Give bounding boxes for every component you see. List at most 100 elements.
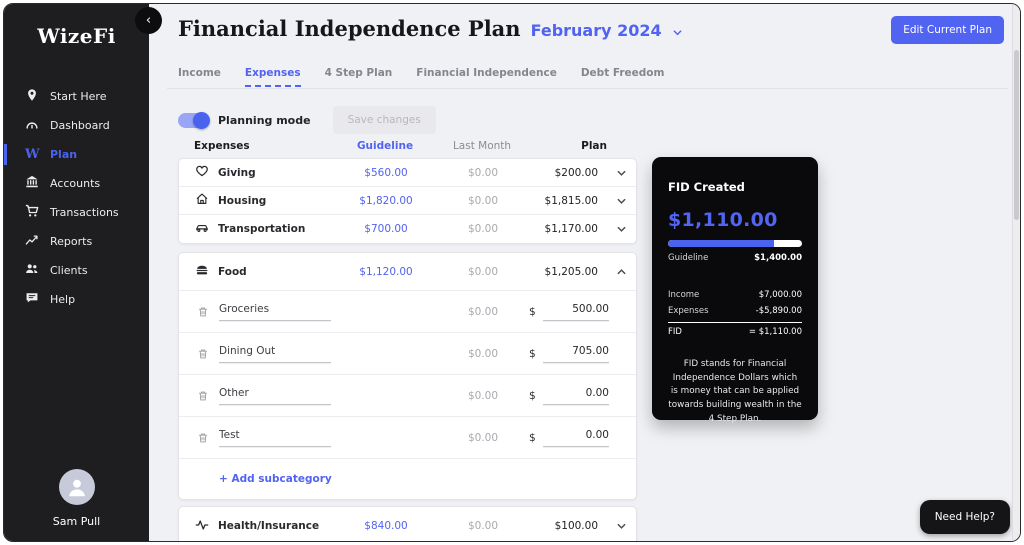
chevron-down-icon[interactable]: [616, 521, 627, 532]
plan-value: $100.00: [554, 520, 598, 532]
guideline-value[interactable]: $700.00: [364, 223, 408, 235]
tab-4-step-plan[interactable]: 4 Step Plan: [324, 67, 393, 79]
house-icon: [195, 192, 209, 209]
plan-value: $200.00: [554, 166, 598, 179]
table-header: Expenses Guideline Last Month Plan: [178, 140, 637, 154]
chevron-down-icon[interactable]: [672, 23, 683, 42]
sidebar-item-dashboard[interactable]: Dashboard: [4, 111, 149, 140]
sidebar-item-label: Dashboard: [50, 119, 110, 132]
guideline-value[interactable]: $1,820.00: [359, 194, 413, 207]
add-subcategory-link[interactable]: + Add subcategory: [219, 473, 332, 485]
toggle-knob: [193, 111, 210, 129]
planning-mode-toggle[interactable]: [178, 111, 210, 129]
subcategory-name-input[interactable]: [219, 384, 331, 405]
location-pin-icon: [25, 88, 39, 105]
subcategory-name-input[interactable]: [219, 342, 331, 363]
tab-debt-freedom[interactable]: Debt Freedom: [580, 67, 665, 79]
user-profile[interactable]: Sam Pull: [4, 469, 149, 528]
burger-icon: [195, 263, 209, 280]
sidebar-collapse-button[interactable]: ‹: [135, 7, 162, 34]
fid-income-label: Income: [668, 290, 700, 300]
scrollbar-thumb[interactable]: [1014, 50, 1019, 220]
sidebar-item-start-here[interactable]: Start Here: [4, 82, 149, 111]
subcategory-name-input[interactable]: [219, 300, 331, 321]
fid-expenses-value: -$5,890.00: [755, 306, 802, 316]
tab-expenses[interactable]: Expenses: [244, 67, 301, 87]
tabs-divider: [167, 88, 1008, 89]
guideline-value[interactable]: $1,120.00: [359, 265, 413, 278]
pulse-icon: [195, 518, 209, 535]
trash-icon[interactable]: [197, 306, 209, 318]
vertical-scrollbar[interactable]: [1012, 4, 1020, 541]
fid-total-label: FID: [668, 327, 682, 337]
trash-icon[interactable]: [197, 348, 209, 360]
edit-current-plan-button[interactable]: Edit Current Plan: [891, 16, 1004, 44]
chevron-down-icon[interactable]: [616, 224, 627, 235]
chevron-down-icon[interactable]: [616, 195, 627, 206]
sidebar-item-label: Clients: [50, 264, 88, 277]
guideline-value[interactable]: $560.00: [364, 166, 408, 179]
last-month-value: $0.00: [467, 347, 499, 360]
category-row-giving: Giving $560.00 $0.00 $200.00: [179, 159, 636, 187]
guideline-value[interactable]: $840.00: [364, 520, 408, 532]
category-row-transportation: Transportation $700.00 $0.00 $1,170.00: [179, 215, 636, 243]
plan-amount-input[interactable]: [543, 342, 609, 363]
category-name: Housing: [218, 194, 267, 207]
plan-value: $1,205.00: [544, 265, 598, 278]
category-name: Health/Insurance: [218, 520, 320, 532]
sidebar-item-help[interactable]: Help: [4, 285, 149, 314]
trash-icon[interactable]: [197, 390, 209, 402]
trash-icon[interactable]: [197, 432, 209, 444]
sidebar-item-label: Transactions: [50, 206, 119, 219]
add-subcategory-row: + Add subcategory: [179, 459, 636, 499]
sidebar-item-label: Start Here: [50, 90, 107, 103]
sidebar-item-plan[interactable]: W Plan: [4, 140, 149, 169]
user-name: Sam Pull: [52, 515, 101, 528]
tab-bar: Income Expenses 4 Step Plan Financial In…: [178, 67, 664, 87]
sidebar-item-reports[interactable]: Reports: [4, 227, 149, 256]
need-help-button[interactable]: Need Help?: [919, 500, 1010, 534]
sidebar-item-clients[interactable]: Clients: [4, 256, 149, 285]
last-month-value: $0.00: [467, 389, 499, 402]
fid-stats: Income $7,000.00 Expenses -$5,890.00 FID…: [668, 290, 802, 337]
sidebar-item-label: Help: [50, 293, 76, 306]
last-month-value: $0.00: [467, 520, 499, 532]
subcategory-row-other: $0.00 $: [179, 375, 636, 417]
subcategory-name-input[interactable]: [219, 426, 331, 447]
column-header-guideline[interactable]: Guideline: [356, 140, 414, 152]
chevron-up-icon[interactable]: [616, 266, 627, 277]
save-changes-button[interactable]: Save changes: [332, 106, 436, 134]
chat-icon: [25, 291, 39, 308]
people-icon: [25, 262, 39, 279]
avatar: [58, 469, 95, 505]
fid-progress-fill: [668, 240, 774, 247]
expense-card-collapsed: Giving $560.00 $0.00 $200.00 Housing $1,…: [178, 158, 637, 244]
sidebar-item-label: Reports: [50, 235, 93, 248]
last-month-value: $0.00: [467, 305, 499, 318]
sidebar-item-transactions[interactable]: Transactions: [4, 198, 149, 227]
fid-card-title: FID Created: [668, 180, 745, 194]
planning-mode-label: Planning mode: [218, 113, 311, 127]
wizefi-w-icon: W: [25, 147, 40, 162]
tab-financial-independence[interactable]: Financial Independence: [416, 67, 557, 79]
category-name: Giving: [218, 166, 256, 179]
plan-amount-input[interactable]: [543, 384, 609, 405]
period-selector[interactable]: February 2024: [530, 21, 662, 40]
chevron-down-icon[interactable]: [616, 167, 627, 178]
sidebar-item-accounts[interactable]: Accounts: [4, 169, 149, 198]
plan-value: $1,170.00: [544, 223, 598, 235]
expense-card-health: Health/Insurance $840.00 $0.00 $100.00: [178, 506, 637, 541]
cart-icon: [25, 204, 39, 221]
main-content: Financial Independence Plan February 202…: [149, 4, 1020, 541]
currency-symbol: $: [529, 431, 536, 444]
plan-amount-input[interactable]: [543, 426, 609, 447]
category-name: Food: [218, 265, 247, 278]
chart-icon: [25, 233, 39, 250]
page-header: Financial Independence Plan February 202…: [178, 16, 683, 41]
last-month-value: $0.00: [467, 223, 499, 235]
plan-amount-input[interactable]: [543, 300, 609, 321]
currency-symbol: $: [529, 347, 536, 360]
currency-symbol: $: [529, 305, 536, 318]
sidebar-item-label: Accounts: [50, 177, 101, 190]
tab-income[interactable]: Income: [178, 67, 221, 79]
